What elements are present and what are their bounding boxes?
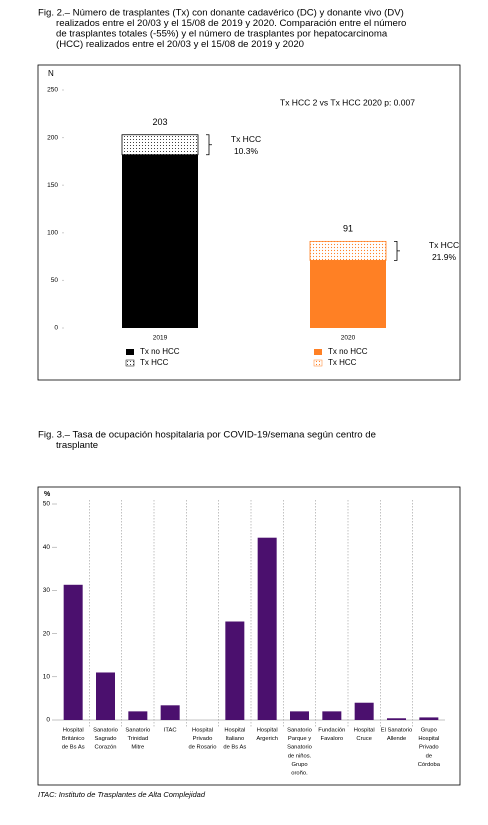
x-tick-label: Córdoba xyxy=(418,762,441,768)
bracket-label: Tx HCC xyxy=(429,240,459,250)
x-tick-label: Fundación xyxy=(318,728,345,734)
y-axis-label: % xyxy=(44,491,51,498)
legend-swatch xyxy=(125,359,135,367)
x-tick-label: Argerich xyxy=(256,736,278,742)
bar-segment xyxy=(122,154,198,328)
bar xyxy=(387,718,406,720)
legend-label: Tx no HCC xyxy=(140,347,180,356)
x-tick-label: Británico xyxy=(62,736,85,742)
figure-caption: (HCC) realizados entre el 20/03 y el 15/… xyxy=(56,39,304,50)
x-tick-label: de niños. xyxy=(288,753,312,759)
legend-swatch xyxy=(313,359,323,367)
bracket-value: 10.3% xyxy=(234,146,259,156)
x-tick-label: Corazón xyxy=(95,745,117,751)
x-tick-label: Grupo xyxy=(421,728,437,734)
figure-caption: Fig. 3.– Tasa de ocupación hospitalaria … xyxy=(38,430,376,441)
x-tick-label: Favaloro xyxy=(321,736,344,742)
x-tick-label: 2020 xyxy=(341,335,356,342)
y-tick-label: 0 xyxy=(46,717,50,724)
legend-label: Tx HCC xyxy=(140,358,169,367)
legend-label: Tx HCC xyxy=(328,358,357,367)
x-tick-label: Privado xyxy=(193,736,213,742)
x-tick-label: Hospital xyxy=(192,728,213,734)
y-tick-label: 40 xyxy=(43,544,51,551)
x-tick-label: Sanatorio xyxy=(125,728,150,734)
x-tick-label: Sagrado xyxy=(95,736,117,742)
bar-segment xyxy=(309,240,387,261)
y-tick-label: 30 xyxy=(43,587,51,594)
bar xyxy=(128,711,148,720)
bracket xyxy=(394,240,400,261)
figure-caption: trasplante xyxy=(56,440,98,451)
x-tick-label: de xyxy=(426,753,432,759)
y-tick-label: 20 xyxy=(43,630,51,637)
bar xyxy=(419,717,439,720)
y-tick-label: 50 xyxy=(43,501,51,508)
bar xyxy=(257,537,277,720)
bar xyxy=(63,584,83,720)
figure-caption: realizados entre el 20/03 y el 15/08 de … xyxy=(56,18,406,29)
x-tick-label: Grupo xyxy=(291,762,307,768)
x-tick-label: Hospital xyxy=(63,728,84,734)
x-tick-label: Privado xyxy=(419,745,439,751)
y-tick-label: 50 xyxy=(51,277,59,284)
x-tick-label: de Bs As xyxy=(223,745,246,751)
x-tick-label: de Bs As xyxy=(62,745,85,751)
bracket xyxy=(206,134,212,156)
total-label: 91 xyxy=(343,224,353,234)
x-tick-label: de Rosario xyxy=(188,745,216,751)
x-tick-label: Cruce xyxy=(356,736,371,742)
legend-swatch xyxy=(126,349,134,355)
bar xyxy=(160,705,180,720)
y-tick-label: 10 xyxy=(43,674,51,681)
bar xyxy=(225,621,245,720)
x-tick-label: Sanatorio xyxy=(287,745,312,751)
x-tick-label: Mitre xyxy=(131,745,144,751)
bracket-value: 21.9% xyxy=(432,252,457,262)
x-tick-label: Parque y xyxy=(288,736,311,742)
y-tick-label: 200 xyxy=(47,134,58,141)
x-tick-label: El Sanatorio xyxy=(381,728,413,734)
x-tick-label: 2019 xyxy=(153,335,168,342)
x-tick-label: Sanatorio xyxy=(287,728,312,734)
bar-segment xyxy=(121,134,199,156)
footnote: ITAC: Instituto de Trasplantes de Alta C… xyxy=(38,790,206,799)
annotation: Tx HCC 2 vs Tx HCC 2020 p: 0.007 xyxy=(280,97,415,107)
x-tick-label: Hospital xyxy=(418,736,439,742)
bar xyxy=(354,702,374,720)
bracket-label: Tx HCC xyxy=(231,134,261,144)
chart-frame xyxy=(37,486,461,786)
bar xyxy=(96,672,115,720)
x-tick-label: Italiano xyxy=(225,736,244,742)
y-axis-label: N xyxy=(48,69,54,78)
bar xyxy=(322,711,342,720)
figure-caption: Fig. 2.– Número de trasplantes (Tx) con … xyxy=(38,8,404,19)
x-tick-label: ITAC xyxy=(164,728,177,734)
y-tick-label: 250 xyxy=(47,87,58,94)
x-tick-label: Hospital xyxy=(257,728,278,734)
y-tick-label: 0 xyxy=(54,325,58,332)
x-tick-label: Allende xyxy=(387,736,406,742)
bar xyxy=(290,711,309,720)
y-tick-label: 100 xyxy=(47,230,58,237)
x-tick-label: oroño. xyxy=(291,771,308,777)
figure-caption: de trasplantes totales (-55%) y el númer… xyxy=(56,29,388,40)
legend-label: Tx no HCC xyxy=(328,347,368,356)
total-label: 203 xyxy=(152,117,167,127)
x-tick-label: Trinidad xyxy=(127,736,148,742)
x-tick-label: Sanatorio xyxy=(93,728,118,734)
x-tick-label: Hospital xyxy=(354,728,375,734)
chart-frame xyxy=(37,64,461,381)
x-tick-label: Hospital xyxy=(224,728,245,734)
y-tick-label: 150 xyxy=(47,182,58,189)
bar-segment xyxy=(310,260,386,328)
legend-swatch xyxy=(314,349,322,355)
